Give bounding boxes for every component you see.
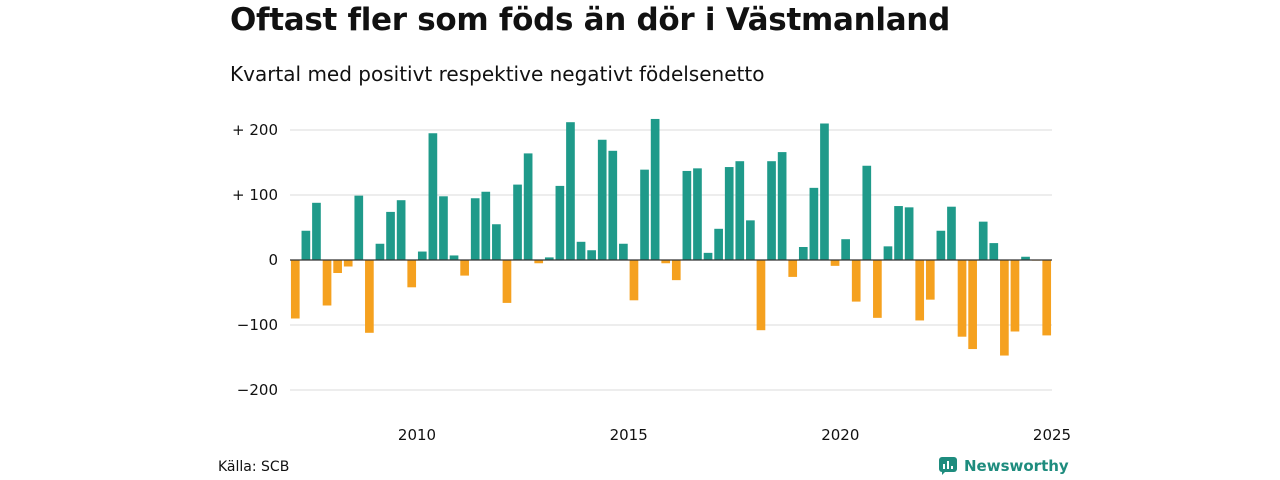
bar: [873, 260, 882, 318]
bar: [502, 260, 512, 303]
bar: [449, 255, 459, 260]
bar: [492, 224, 501, 260]
bar: [470, 198, 480, 260]
bar: [576, 241, 586, 260]
brand-name: Newsworthy: [964, 457, 1069, 475]
bar: [513, 184, 522, 260]
bar: [925, 260, 935, 300]
bar: [809, 187, 819, 260]
bar: [608, 150, 618, 260]
bar: [746, 220, 755, 260]
bar: [1000, 260, 1009, 356]
bar: [640, 169, 649, 260]
bar: [820, 123, 829, 260]
x-tick-label: 2020: [821, 426, 859, 444]
bar: [661, 260, 671, 264]
bar: [481, 191, 491, 260]
bar: [523, 153, 533, 260]
bar: [375, 243, 385, 260]
bar: [978, 221, 988, 260]
bar: [767, 161, 776, 260]
bar: [671, 260, 681, 281]
bar: [830, 260, 840, 266]
bar: [566, 122, 575, 260]
bar: [915, 260, 925, 321]
chart-subtitle: Kvartal med positivt respektive negativt…: [230, 62, 765, 86]
bar: [936, 230, 946, 260]
newsworthy-logo-icon: [939, 457, 957, 475]
bar: [788, 260, 798, 277]
bar: [682, 170, 692, 260]
bar: [894, 206, 903, 260]
bar: [798, 247, 808, 260]
bar: [724, 167, 734, 260]
bar: [460, 260, 469, 276]
bar: [947, 206, 956, 260]
bar: [989, 243, 999, 260]
bar: [544, 257, 554, 260]
y-tick-label: −100: [237, 316, 278, 334]
bar: [735, 161, 745, 260]
y-tick-label: + 100: [232, 186, 278, 204]
bar: [343, 260, 353, 267]
bar: [407, 260, 417, 288]
bar: [650, 118, 660, 260]
bar: [587, 250, 596, 260]
x-tick-label: 2025: [1033, 426, 1071, 444]
bar: [365, 260, 374, 333]
bar: [312, 202, 321, 260]
bar: [957, 260, 967, 337]
x-tick-label: 2015: [610, 426, 648, 444]
bar: [968, 260, 977, 350]
y-tick-label: + 200: [232, 121, 278, 139]
y-tick-label: 0: [268, 251, 278, 269]
bar: [333, 260, 342, 273]
bar: [417, 251, 427, 260]
bar: [693, 168, 702, 260]
bar: [386, 211, 395, 260]
bar: [534, 260, 544, 264]
bar: [354, 195, 364, 260]
brand-logo: Newsworthy: [938, 456, 1069, 476]
bar: [439, 196, 448, 260]
bar: [1021, 256, 1030, 260]
bar: [904, 207, 914, 260]
bar: [777, 152, 787, 260]
bar: [290, 260, 300, 319]
bar: [1042, 260, 1052, 336]
bar: [322, 260, 332, 306]
source-note: Källa: SCB: [218, 459, 290, 475]
bar: [428, 133, 438, 260]
bar: [841, 239, 850, 260]
bar: [301, 230, 311, 260]
bar: [396, 200, 406, 260]
bar: [597, 139, 607, 260]
bar: [619, 243, 628, 260]
chart-title: Oftast fler som föds än dör i Västmanlan…: [230, 2, 950, 38]
bar: [629, 260, 639, 301]
bar: [555, 185, 565, 260]
bar: [883, 246, 893, 260]
bar: [756, 260, 766, 331]
bar: [703, 252, 713, 260]
bar: [851, 260, 861, 302]
x-tick-label: 2010: [398, 426, 436, 444]
y-tick-label: −200: [237, 381, 278, 399]
bar: [1010, 260, 1020, 332]
bar: [862, 165, 872, 260]
bar: [714, 228, 723, 260]
